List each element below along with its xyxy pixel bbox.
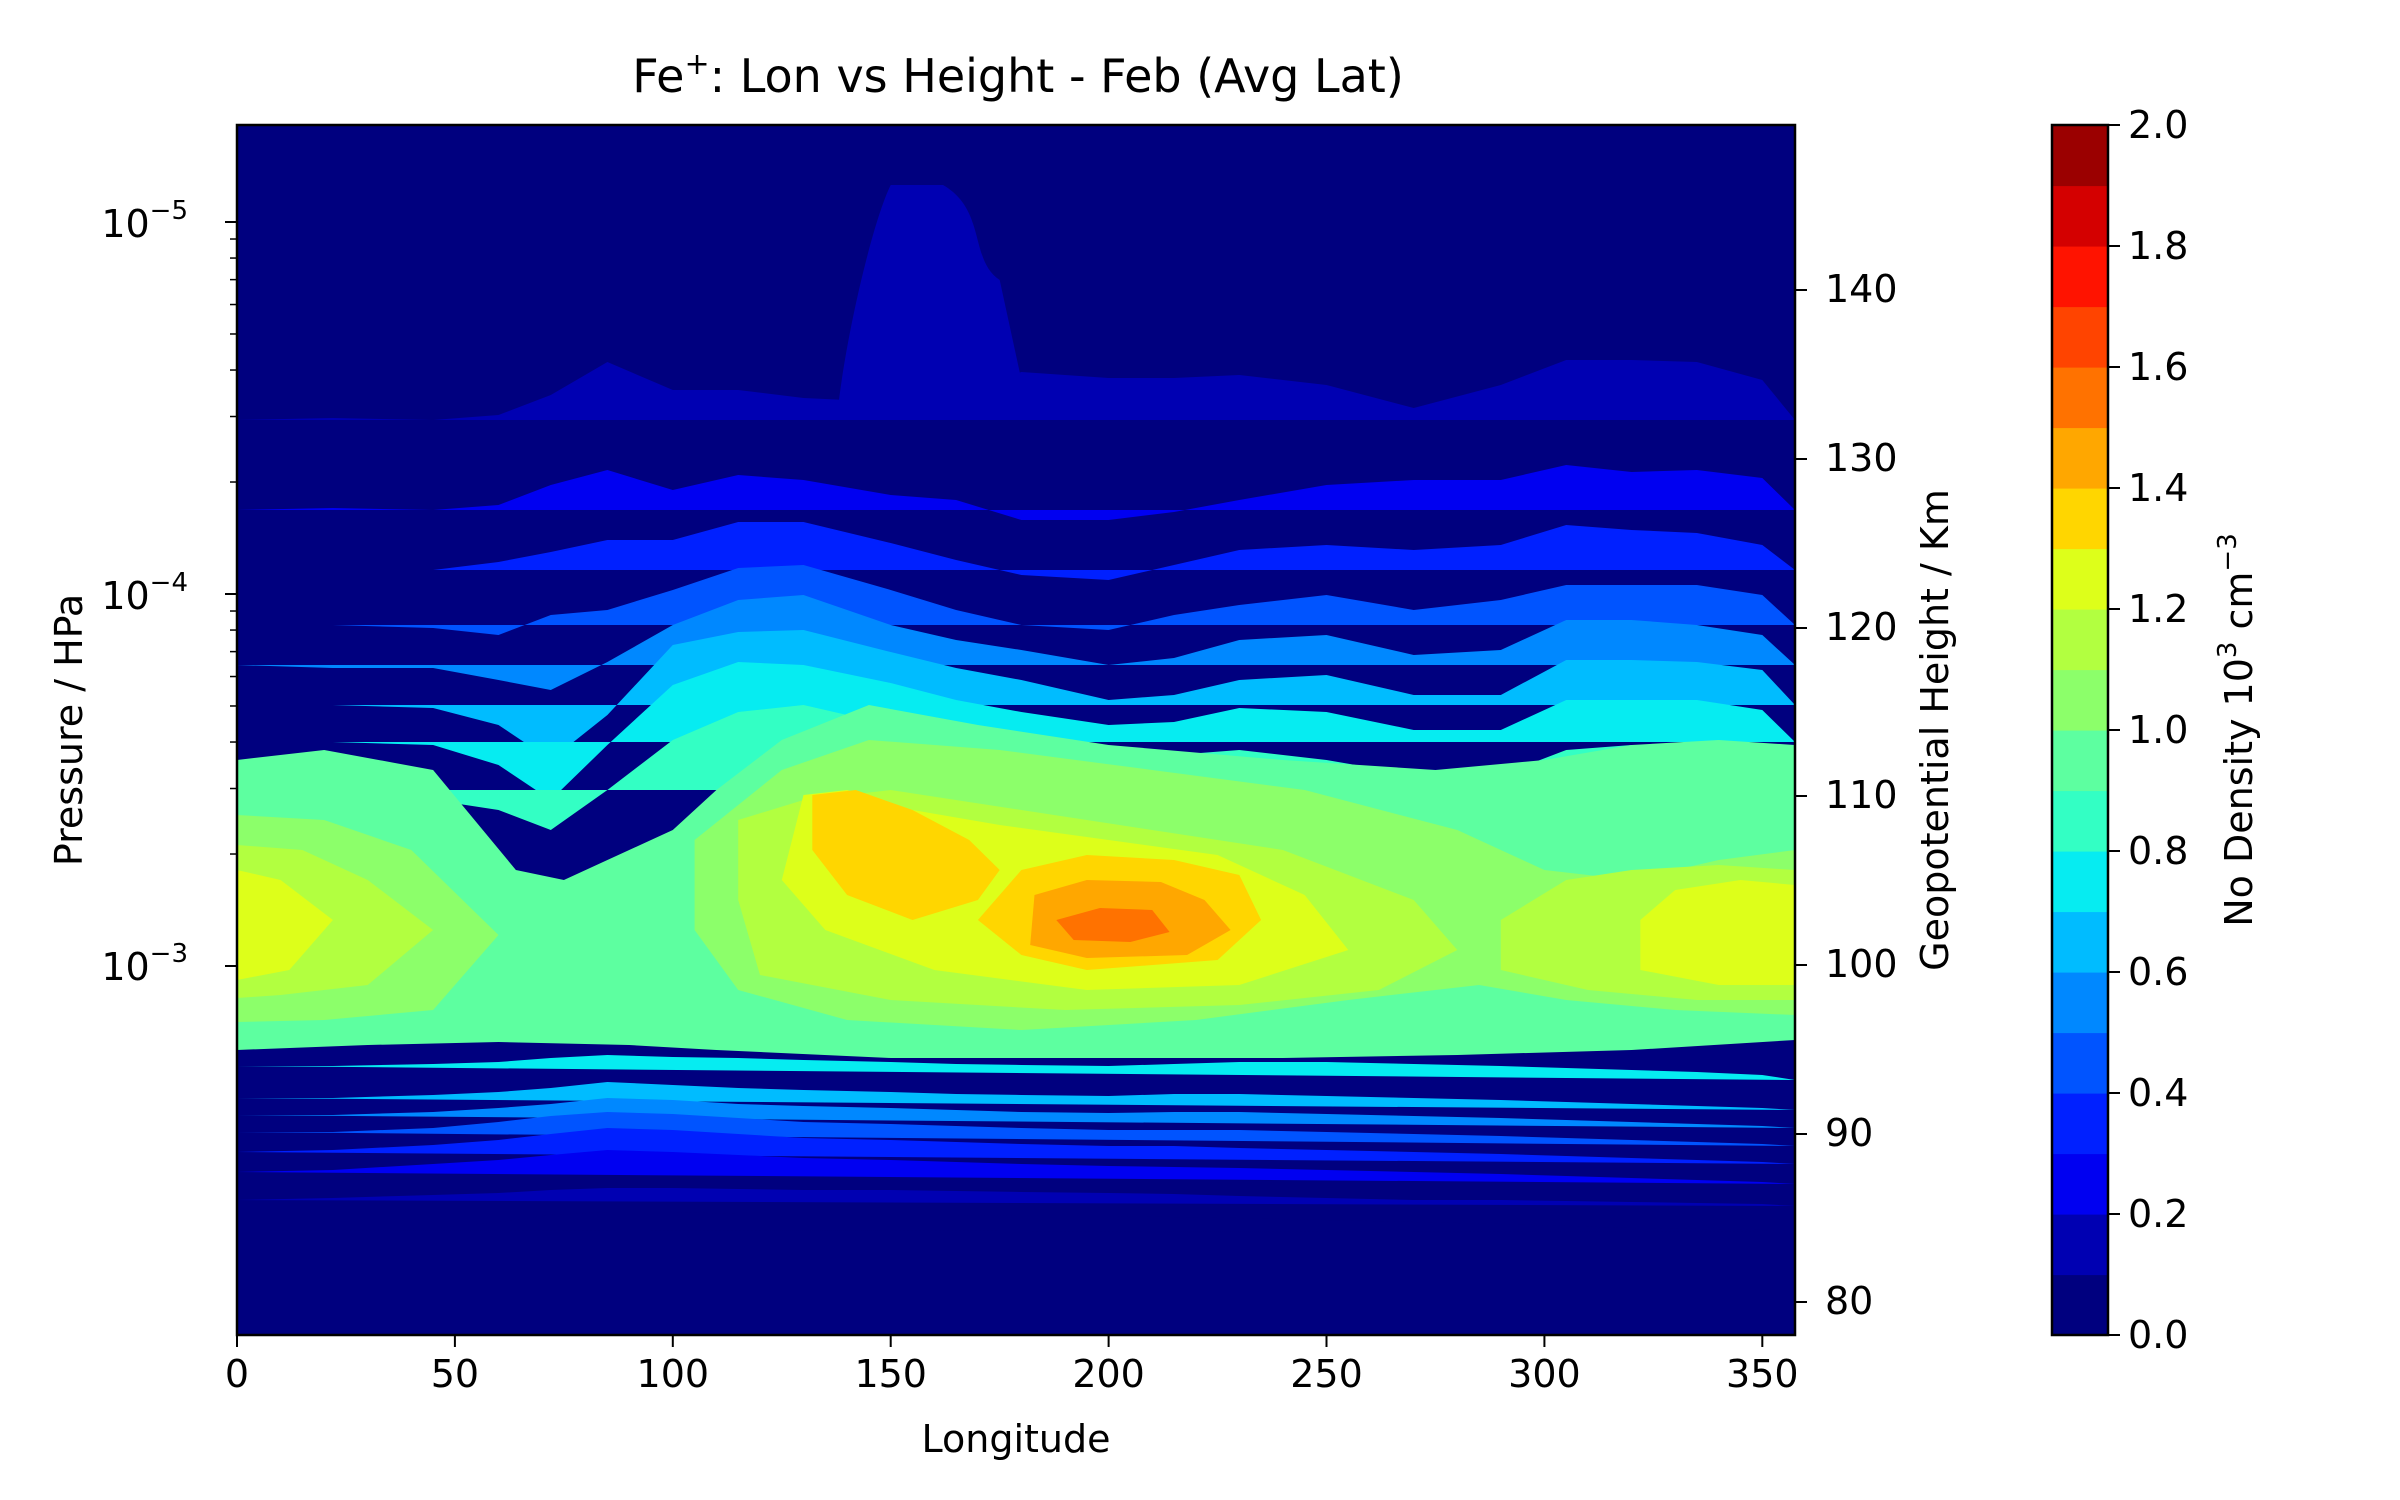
colorbar-segment-4 [2052, 1032, 2108, 1094]
colorbar-segment-13 [2052, 488, 2108, 550]
x-tick-label: 250 [1290, 1352, 1363, 1396]
contour-band-level-1 [838, 185, 1022, 420]
contour-band-level-13 [812, 790, 1000, 920]
contour-band-level-4 [237, 565, 1795, 635]
contour-band-level-5 [237, 1098, 1795, 1128]
contour-band-level-2 [237, 465, 1795, 520]
y-axis-right-label: Geopotential Height / Km [1913, 489, 1957, 971]
contour-band-level-1 [237, 1188, 1795, 1206]
colorbar-tick-label: 2.0 [2128, 103, 2188, 147]
y-axis-left-label: Pressure / HPa [47, 594, 91, 866]
colorbar-segment-6 [2052, 911, 2108, 973]
contour-band-level-15 [1056, 908, 1170, 942]
colorbar-segment-8 [2052, 790, 2108, 852]
contour-band-level-4 [237, 1112, 1795, 1146]
height-tick-label: 110 [1825, 773, 1898, 817]
colorbar-tick-label: 0.2 [2128, 1192, 2188, 1236]
x-axis: 0 50 100 150 200 250 300 350 [225, 1335, 1799, 1396]
colorbar-tick-label: 0.0 [2128, 1313, 2188, 1357]
title-sup: + [684, 47, 709, 82]
x-tick-label: 50 [431, 1352, 479, 1396]
colorbar-segment-2 [2052, 1153, 2108, 1215]
colorbar-segment-9 [2052, 730, 2108, 792]
colorbar-tick-label: 0.6 [2128, 950, 2188, 994]
y-axis-right: 140 130 120 110 100 90 80 [1795, 267, 1898, 1323]
contour-band-level-6 [237, 1082, 1795, 1110]
height-tick-label: 120 [1825, 605, 1898, 649]
y-tick-label-1e-4: 10−4 [101, 568, 188, 618]
plot-frame [235, 123, 1797, 1337]
y-axis-left: 10−5 10−4 10−3 [101, 196, 237, 989]
contour-band-level-3 [237, 522, 1795, 580]
y-tick-label-1e-5: 10−5 [101, 196, 188, 246]
colorbar-segment-5 [2052, 972, 2108, 1034]
chart-title: Fe+: Lon vs Height - Feb (Avg Lat) [632, 47, 1404, 103]
colorbar-segment-18 [2052, 185, 2108, 247]
x-tick-label: 300 [1508, 1352, 1581, 1396]
contour-band-level-12 [237, 870, 333, 980]
colorbar-segment-1 [2052, 1214, 2108, 1276]
colorbar-segment-10 [2052, 669, 2108, 731]
colorbar-segment-17 [2052, 246, 2108, 308]
contour-band-level-7 [237, 1055, 1795, 1080]
colorbar-segment-0 [2052, 1274, 2108, 1336]
colorbar-label: No Density 103 cm−3 [2213, 533, 2261, 927]
x-axis-label: Longitude [922, 1417, 1111, 1461]
colorbar-ticks: 0.0 0.2 0.4 0.6 0.8 1.0 1.2 1.4 1.6 1.8 2.0 [2108, 103, 2188, 1357]
contour-bands [237, 185, 1795, 1232]
contour-band-level-0 [237, 1212, 1795, 1232]
colorbar [2052, 125, 2108, 1336]
x-tick-label: 0 [225, 1352, 249, 1396]
colorbar-segment-19 [2052, 125, 2108, 187]
colorbar-segment-14 [2052, 427, 2108, 489]
colorbar-segment-7 [2052, 851, 2108, 913]
height-tick-label: 90 [1825, 1111, 1873, 1155]
x-tick-label: 100 [637, 1352, 710, 1396]
y-tick-label-1e-3: 10−3 [101, 939, 188, 989]
contour-band-level-12 [1640, 880, 1795, 985]
colorbar-segment-16 [2052, 306, 2108, 368]
x-tick-label: 150 [854, 1352, 927, 1396]
colorbar-tick-label: 1.8 [2128, 224, 2188, 268]
colorbar-tick-label: 1.6 [2128, 345, 2188, 389]
height-tick-label: 130 [1825, 436, 1898, 480]
colorbar-tick-label: 1.4 [2128, 466, 2188, 510]
colorbar-tick-label: 1.2 [2128, 587, 2188, 631]
height-tick-label: 100 [1825, 942, 1898, 986]
title-main: Fe [632, 49, 684, 103]
colorbar-segment-3 [2052, 1093, 2108, 1155]
colorbar-segment-12 [2052, 548, 2108, 610]
title-rest: : Lon vs Height - Feb (Avg Lat) [710, 49, 1404, 103]
x-tick-label: 350 [1726, 1352, 1799, 1396]
contour-band-level-2 [237, 1150, 1795, 1184]
x-tick-label: 200 [1072, 1352, 1145, 1396]
height-tick-label: 140 [1825, 267, 1898, 311]
plot-area [235, 123, 1797, 1337]
colorbar-tick-label: 0.4 [2128, 1071, 2188, 1115]
contour-band-level-6 [237, 630, 1795, 760]
colorbar-segment-11 [2052, 609, 2108, 671]
height-tick-label: 80 [1825, 1279, 1873, 1323]
colorbar-tick-label: 0.8 [2128, 829, 2188, 873]
colorbar-segment-15 [2052, 367, 2108, 429]
colorbar-tick-label: 1.0 [2128, 708, 2188, 752]
